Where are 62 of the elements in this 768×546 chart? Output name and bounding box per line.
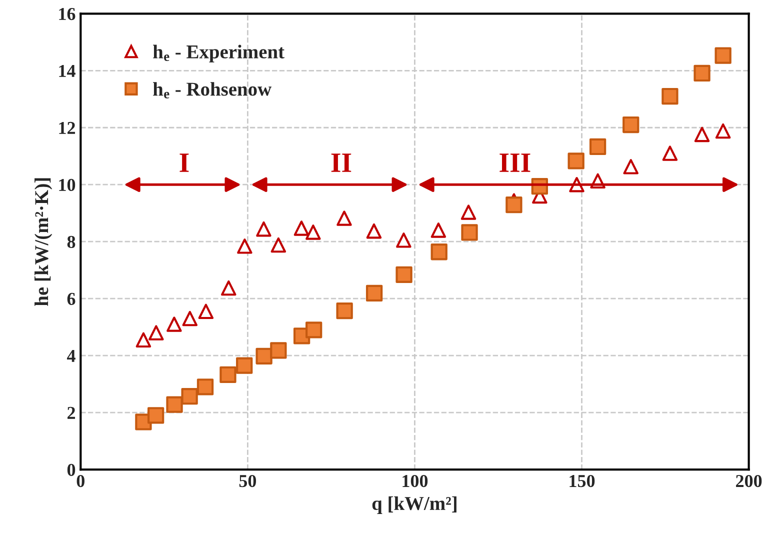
point: [694, 126, 710, 142]
point: [366, 284, 383, 302]
point: [662, 88, 678, 105]
point: [181, 388, 198, 405]
point: [430, 222, 446, 238]
point: [182, 310, 198, 326]
point: [662, 146, 678, 161]
y-tick-label: 12: [59, 122, 76, 134]
point: [714, 47, 732, 64]
point: [270, 237, 286, 253]
point: [148, 325, 164, 340]
point: [221, 280, 236, 296]
annotation: I: [180, 154, 189, 172]
annotation: II: [331, 154, 352, 172]
point: [694, 64, 710, 82]
point: [336, 302, 353, 320]
x-tick-label: 150: [570, 474, 595, 488]
point: [568, 152, 584, 170]
point: [715, 123, 731, 139]
point: [136, 332, 152, 348]
point: [396, 266, 412, 283]
point: [166, 396, 183, 413]
point: [198, 304, 214, 320]
x-axis-title: q [kW/m²]: [372, 496, 456, 514]
point: [430, 244, 448, 260]
y-tick-label: 16: [59, 8, 76, 20]
annotation: III: [500, 154, 530, 172]
point: [270, 342, 287, 359]
y-tick-label: 4: [67, 350, 76, 362]
point: [294, 220, 310, 236]
point: [256, 221, 272, 237]
point: [220, 366, 236, 383]
point: [196, 378, 214, 396]
x-tick-label: 100: [402, 474, 428, 488]
point: [237, 238, 252, 254]
point: [256, 348, 272, 364]
y-tick-label: 2: [68, 406, 76, 419]
point: [460, 204, 476, 220]
y-tick-label: 6: [67, 292, 76, 306]
point: [166, 316, 182, 332]
x-tick-label: 200: [736, 474, 762, 488]
point: [623, 159, 639, 174]
point: [147, 407, 164, 424]
point: [589, 138, 606, 156]
point: [366, 223, 382, 239]
point: [461, 224, 478, 241]
point: [236, 357, 253, 374]
y-tick-label: 14: [59, 64, 76, 77]
point: [336, 210, 352, 226]
legend-label: h$_{e}$ - Rohsenow: [153, 82, 272, 98]
point: [306, 322, 322, 338]
x-tick-label: 0: [76, 474, 84, 488]
y-axis-title: he [kW/(m²·K)]: [34, 178, 52, 306]
point: [396, 232, 412, 248]
point: [622, 116, 640, 134]
y-tick-label: 10: [59, 178, 76, 192]
y-tick-label: 8: [67, 236, 76, 248]
point: [306, 224, 321, 240]
point: [506, 196, 522, 214]
x-tick-label: 50: [239, 474, 256, 488]
legend-label: h$_{e}$ - Experiment: [153, 44, 284, 62]
y-tick-label: 0: [67, 464, 76, 476]
